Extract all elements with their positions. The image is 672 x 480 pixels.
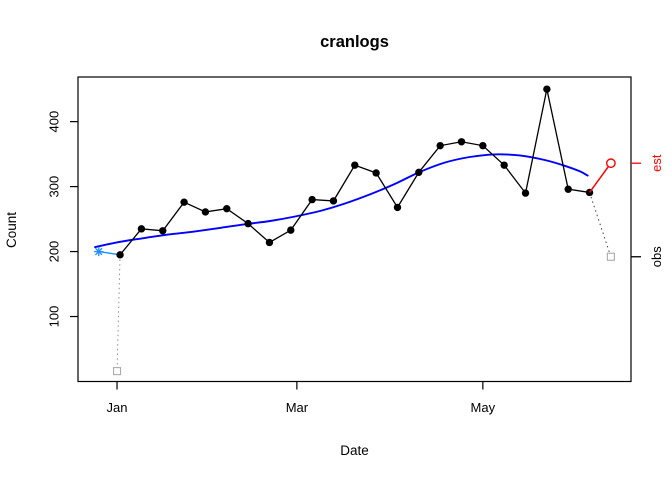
trend-line xyxy=(94,153,589,248)
right-axis-label-est: est xyxy=(649,154,664,172)
observed-data-point xyxy=(393,203,402,212)
observed-data-point xyxy=(436,141,444,150)
forecast-est-point xyxy=(605,158,616,169)
observed-data-point xyxy=(223,204,231,213)
right-axis-label-obs: obs xyxy=(649,246,664,267)
observed-data-point xyxy=(159,227,167,235)
observed-data-point xyxy=(457,138,466,146)
x-axis-label: Date xyxy=(340,443,369,458)
observed-data-point xyxy=(564,185,572,193)
observed-data-point xyxy=(329,197,338,205)
asterisk-arm xyxy=(94,247,103,256)
plot-frame xyxy=(77,76,632,383)
y-axis-label: Count xyxy=(4,212,19,248)
observed-data-point xyxy=(500,161,508,169)
observed-series-line xyxy=(119,89,590,256)
observed-data-point xyxy=(287,226,295,234)
observed-data-point xyxy=(137,225,146,233)
y-tick-label: 300 xyxy=(47,176,62,198)
start-estimate-asterisk xyxy=(94,246,104,257)
plot-area: Jan Mar May 100 200 300 400 est obs xyxy=(47,76,664,415)
observed-data-point xyxy=(116,251,124,259)
obs-dotted-connector xyxy=(589,192,612,257)
y-tick-label: 100 xyxy=(47,306,62,328)
observed-data-point xyxy=(201,208,210,216)
observed-data-point xyxy=(308,195,316,204)
obs-boundary-square xyxy=(606,252,615,261)
obs-dotted-connector xyxy=(116,254,121,372)
observed-data-point xyxy=(415,168,423,177)
x-tick-label: Mar xyxy=(286,400,309,415)
y-tick-label: 400 xyxy=(47,111,62,133)
observed-data-point xyxy=(543,85,551,93)
chart-title: cranlogs xyxy=(320,33,389,51)
observed-data-point xyxy=(180,198,188,206)
forecast-connector xyxy=(588,162,612,193)
x-tick-label: May xyxy=(471,400,496,415)
observed-data-point xyxy=(265,238,274,247)
observed-data-point xyxy=(244,219,252,228)
x-tick-label: Jan xyxy=(107,400,128,415)
observed-data-point xyxy=(351,161,359,169)
observed-data-point xyxy=(521,189,530,197)
obs-boundary-square xyxy=(112,367,122,376)
observed-data-point xyxy=(479,141,487,150)
observed-data-point xyxy=(372,169,380,177)
y-tick-label: 200 xyxy=(47,241,62,263)
